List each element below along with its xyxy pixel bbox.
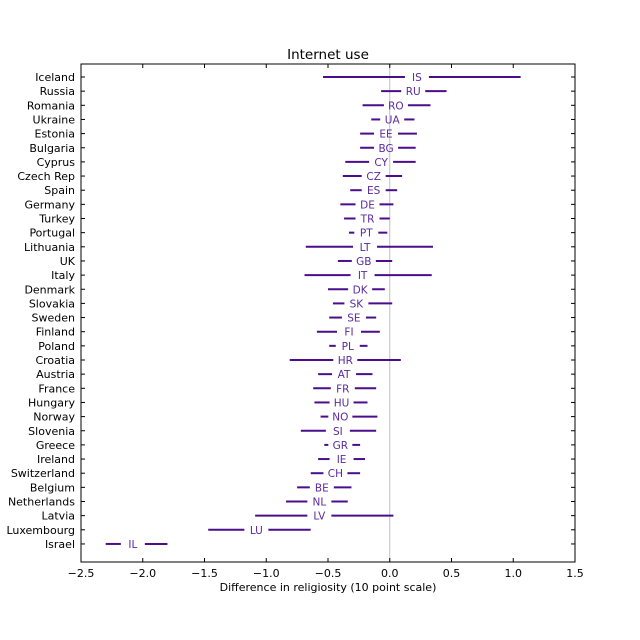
y-tick-label: Germany <box>24 198 75 211</box>
y-tick-label: Sweden <box>32 312 75 325</box>
country-code-label: HR <box>338 355 353 367</box>
y-tick-label: Poland <box>38 340 75 353</box>
y-tick-label: Austria <box>36 368 75 381</box>
y-tick-label: Denmark <box>24 283 75 296</box>
y-tick-label: Czech Rep <box>17 170 75 183</box>
y-tick-label: Russia <box>40 85 75 98</box>
country-code-label: BG <box>378 143 393 155</box>
country-code-label: FI <box>344 327 353 339</box>
country-code-label: PL <box>342 341 354 353</box>
country-code-label: HU <box>334 397 350 409</box>
y-tick-label: Greece <box>36 439 75 452</box>
country-code-label: BE <box>315 482 329 494</box>
x-tick-label: 1.5 <box>566 567 584 580</box>
x-tick-label: 0.0 <box>381 567 399 580</box>
country-code-label: GB <box>356 256 371 268</box>
x-tick-label: −2.0 <box>129 567 156 580</box>
country-code-label: RU <box>406 86 421 98</box>
x-tick-label: 1.0 <box>505 567 523 580</box>
y-tick-label: Luxembourg <box>6 524 75 537</box>
y-tick-label: UK <box>60 255 76 268</box>
y-tick-label: Belgium <box>30 481 75 494</box>
y-tick-label: Bulgaria <box>29 142 75 155</box>
x-axis-label: Difference in religiosity (10 point scal… <box>220 581 437 594</box>
plot-area: IS Iceland RU Russia RO Romania UA Ukraine EE Est… <box>6 63 584 580</box>
x-tick-label: −2.5 <box>68 567 95 580</box>
country-code-label: DK <box>353 284 369 296</box>
y-tick-label: Netherlands <box>8 496 75 509</box>
country-code-label: UA <box>385 114 401 126</box>
y-tick-label: Spain <box>44 184 75 197</box>
country-code-label: LU <box>250 525 263 537</box>
x-tick-label: 0.5 <box>443 567 461 580</box>
y-tick-label: Israel <box>45 538 75 551</box>
y-tick-label: Estonia <box>35 128 76 141</box>
y-tick-label: Iceland <box>35 71 75 84</box>
y-tick-label: Finland <box>36 326 75 339</box>
y-tick-label: Switzerland <box>11 467 75 480</box>
x-tick-label: −1.0 <box>253 567 280 580</box>
y-tick-label: France <box>38 382 75 395</box>
y-tick-label: Cyprus <box>37 156 76 169</box>
country-code-label: IT <box>358 270 368 282</box>
country-code-label: RO <box>388 100 404 112</box>
x-tick-label: −1.5 <box>191 567 218 580</box>
y-tick-label: Croatia <box>35 354 75 367</box>
x-tick-label: −0.5 <box>315 567 342 580</box>
y-tick-label: Lithuania <box>24 241 75 254</box>
country-code-label: ES <box>367 185 381 197</box>
y-tick-label: Romania <box>27 99 75 112</box>
plot-frame <box>80 63 576 563</box>
y-tick-label: Turkey <box>38 213 75 226</box>
country-code-label: LV <box>313 511 326 523</box>
country-code-label: IE <box>337 454 347 466</box>
country-code-label: PT <box>360 228 373 240</box>
country-code-label: NL <box>312 497 326 509</box>
y-tick-label: Hungary <box>28 396 75 409</box>
country-code-label: LT <box>360 242 371 254</box>
country-code-label: TR <box>360 214 375 226</box>
country-code-label: IS <box>412 72 422 84</box>
y-tick-label: Ireland <box>37 453 75 466</box>
country-code-label: SE <box>347 313 360 325</box>
y-tick-label: Slovenia <box>28 425 75 438</box>
country-code-label: SK <box>350 298 365 310</box>
y-tick-label: Italy <box>51 269 75 282</box>
country-code-label: AT <box>338 369 351 381</box>
y-tick-label: Portugal <box>29 227 75 240</box>
country-code-label: IL <box>128 539 137 551</box>
country-code-label: GR <box>333 440 348 452</box>
country-code-label: NO <box>332 412 348 424</box>
y-tick-label: Ukraine <box>33 113 76 126</box>
y-tick-label: Slovakia <box>29 297 75 310</box>
country-code-label: CY <box>374 157 388 169</box>
country-code-label: CH <box>328 468 343 480</box>
country-code-label: SI <box>333 426 343 438</box>
chart-title: Internet use <box>287 47 369 63</box>
country-code-label: DE <box>360 199 375 211</box>
country-code-label: EE <box>379 129 392 141</box>
y-tick-label: Norway <box>33 411 75 424</box>
y-tick-label: Latvia <box>42 510 76 523</box>
country-code-label: FR <box>336 383 349 395</box>
country-code-label: CZ <box>366 171 381 183</box>
